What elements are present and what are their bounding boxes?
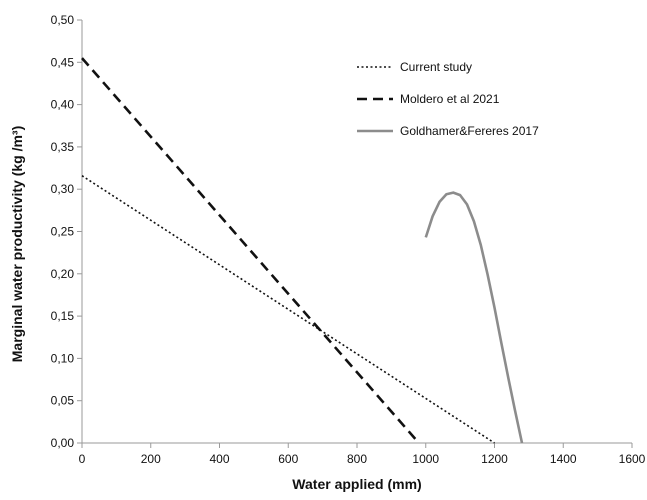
legend-label-3: Goldhamer&Fereres 2017 — [400, 124, 539, 138]
y-tick-label: 0,30 — [51, 182, 75, 196]
x-tick-label: 600 — [278, 452, 298, 466]
x-tick-label: 800 — [347, 452, 367, 466]
legend-label-1: Current study — [400, 60, 472, 74]
x-tick-label: 200 — [141, 452, 161, 466]
series-layer — [81, 57, 524, 444]
y-tick-label: 0,05 — [51, 394, 75, 408]
y-tick-label: 0,50 — [51, 13, 75, 27]
y-tick-label: 0,25 — [51, 225, 75, 239]
x-tick-label: 1200 — [481, 452, 508, 466]
y-tick-label: 0,10 — [51, 351, 75, 365]
series-line-3 — [424, 191, 524, 444]
y-tick-label: 0,00 — [51, 436, 75, 450]
y-tick-label: 0,45 — [51, 55, 75, 69]
y-tick-label: 0,35 — [51, 140, 75, 154]
y-tick-label: 0,15 — [51, 309, 75, 323]
x-tick-label: 0 — [79, 452, 86, 466]
axes: 0,00 0,05 0,10 0,15 0,20 0,25 0,30 0,35 0,40 0,45… — [51, 13, 646, 466]
legend: Current study Moldero et al 2021 Goldhamer… — [357, 60, 539, 138]
x-tick-label: 400 — [209, 452, 229, 466]
x-tick-label: 1400 — [550, 452, 577, 466]
x-tick-label: 1000 — [412, 452, 439, 466]
y-tick-label: 0,40 — [51, 98, 75, 112]
series-line-2 — [81, 57, 420, 444]
x-tick-label: 1600 — [619, 452, 646, 466]
y-axis-title: Marginal water productivity (kg /m³) — [9, 126, 25, 362]
x-axis-title: Water applied (mm) — [292, 476, 421, 492]
y-tick-label: 0,20 — [51, 267, 75, 281]
legend-label-2: Moldero et al 2021 — [400, 92, 500, 106]
series-line-1 — [81, 175, 495, 444]
